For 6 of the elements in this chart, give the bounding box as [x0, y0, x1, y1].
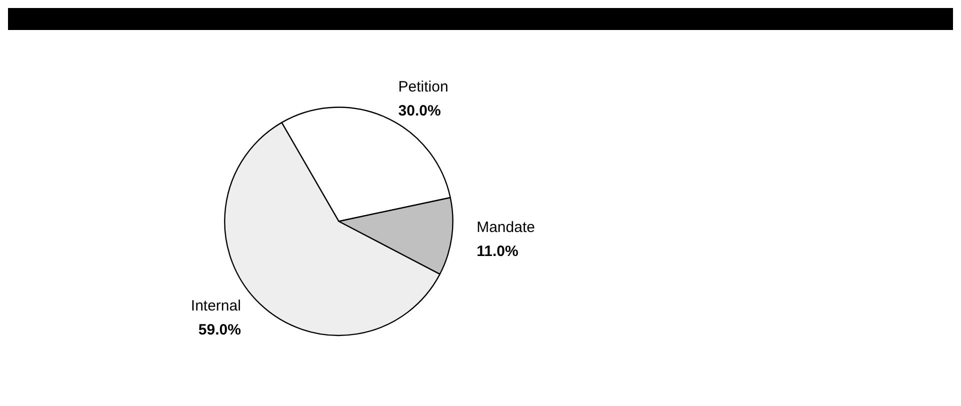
slice-label: Internal	[190, 298, 241, 315]
data-label: 30.0%	[398, 102, 441, 120]
data-label: 59.0%	[198, 322, 241, 339]
slice-label: Petition	[398, 78, 448, 96]
data-label: 11.0%	[476, 243, 518, 260]
slice-label: Mandate	[476, 219, 535, 236]
